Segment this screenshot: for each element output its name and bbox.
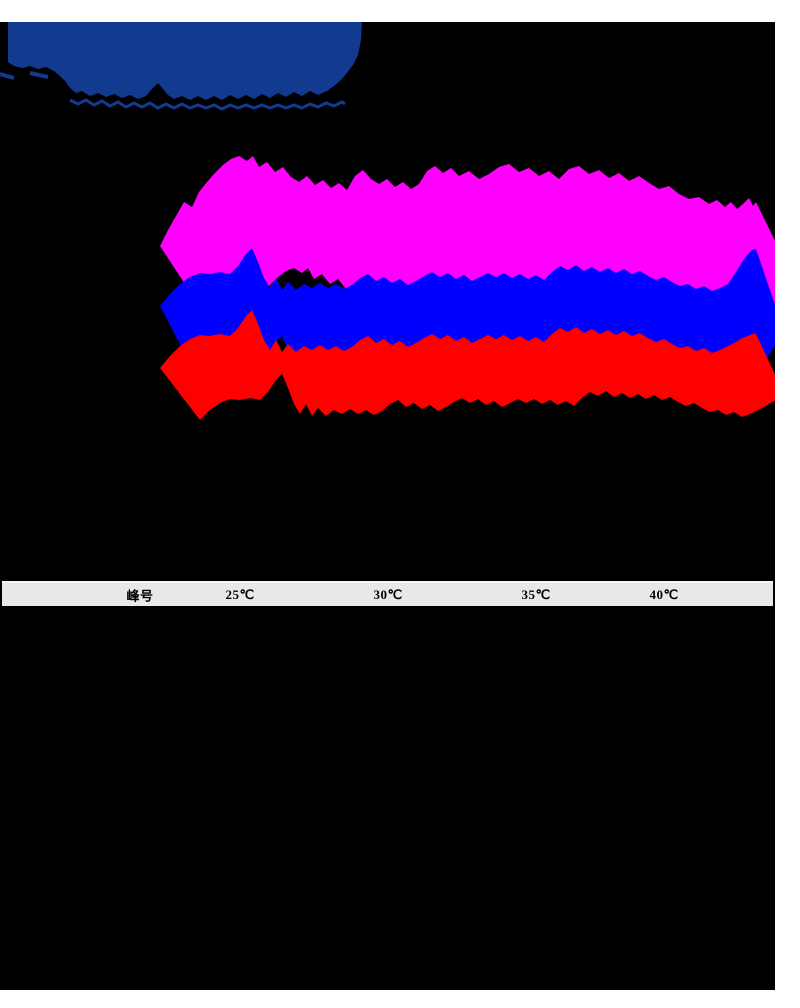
figures-layer	[0, 22, 775, 420]
navy-dash	[29, 71, 49, 79]
navy-chromatogram-figure	[0, 22, 362, 111]
navy-blob	[8, 22, 362, 100]
table-header-cell: 40℃	[649, 586, 679, 602]
table-header-cell: 峰号	[126, 588, 154, 603]
navy-dash	[0, 72, 15, 80]
table-header-cell: 25℃	[225, 586, 255, 602]
table-header-cell: 30℃	[373, 586, 403, 602]
document-canvas: 峰号 25℃ 30℃ 35℃ 40℃	[0, 22, 775, 990]
trace-magenta	[160, 156, 775, 342]
table-header-background	[2, 583, 773, 606]
table-header-cell: 35℃	[521, 586, 551, 602]
temperature-chromatogram-overlay	[160, 156, 775, 420]
table-header-row: 峰号 25℃ 30℃ 35℃ 40℃	[2, 581, 773, 606]
navy-fringe	[69, 98, 346, 111]
trace-red	[160, 310, 775, 420]
